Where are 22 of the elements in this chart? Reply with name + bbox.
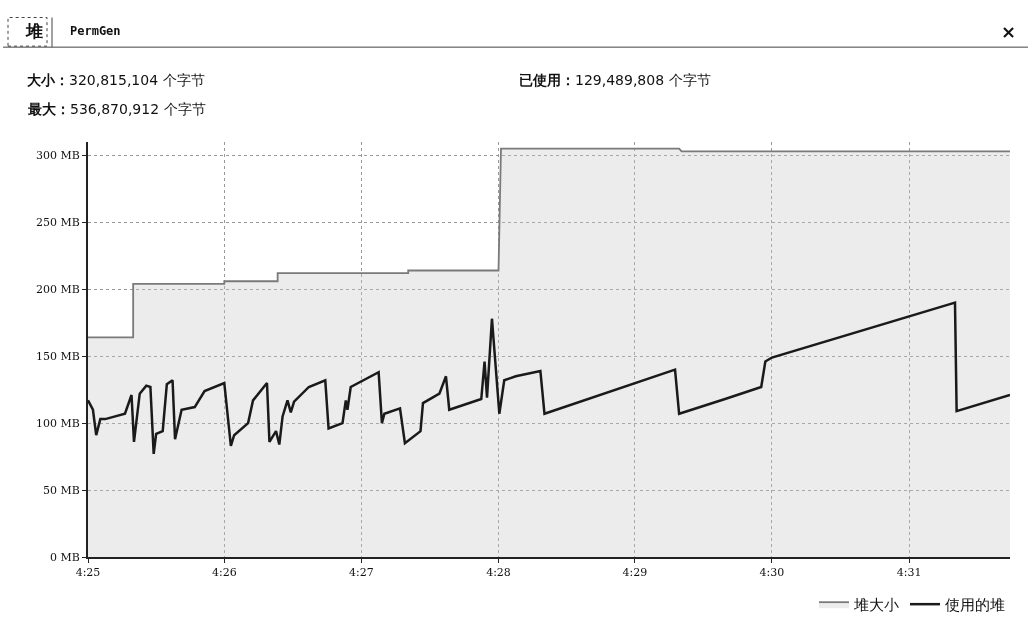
x-tick-label: 4:26 xyxy=(211,566,237,580)
y-tick-label: 100 MB xyxy=(35,416,80,430)
x-tick-label: 4:28 xyxy=(486,566,511,580)
y-tick-label: 150 MB xyxy=(35,350,80,364)
text: 堆 xyxy=(25,21,43,41)
x-tick-label: 4:25 xyxy=(75,566,101,580)
x-tick-label: 4:30 xyxy=(759,566,785,580)
x-tick-label: 4:29 xyxy=(622,566,648,580)
y-tick-label: 250 MB xyxy=(35,216,80,230)
y-tick-label: 300 MB xyxy=(35,149,80,163)
text: 已使用：129,489,808 个字节 xyxy=(519,72,711,88)
y-tick-label: 0 MB xyxy=(49,550,80,564)
y-tick-label: 50 MB xyxy=(42,483,80,497)
y-tick-label: 200 MB xyxy=(35,283,80,297)
legend-label: 堆大小 xyxy=(853,596,899,615)
text: 大小：320,815,104 个字节 xyxy=(27,72,205,88)
text: 最大：536,870,912 个字节 xyxy=(27,101,206,117)
x-tick-label: 4:27 xyxy=(349,566,374,580)
legend-label: 使用的堆 xyxy=(945,596,1005,615)
text: PermGen xyxy=(70,24,121,38)
text: × xyxy=(1001,21,1017,42)
x-tick-label: 4:31 xyxy=(896,566,922,580)
